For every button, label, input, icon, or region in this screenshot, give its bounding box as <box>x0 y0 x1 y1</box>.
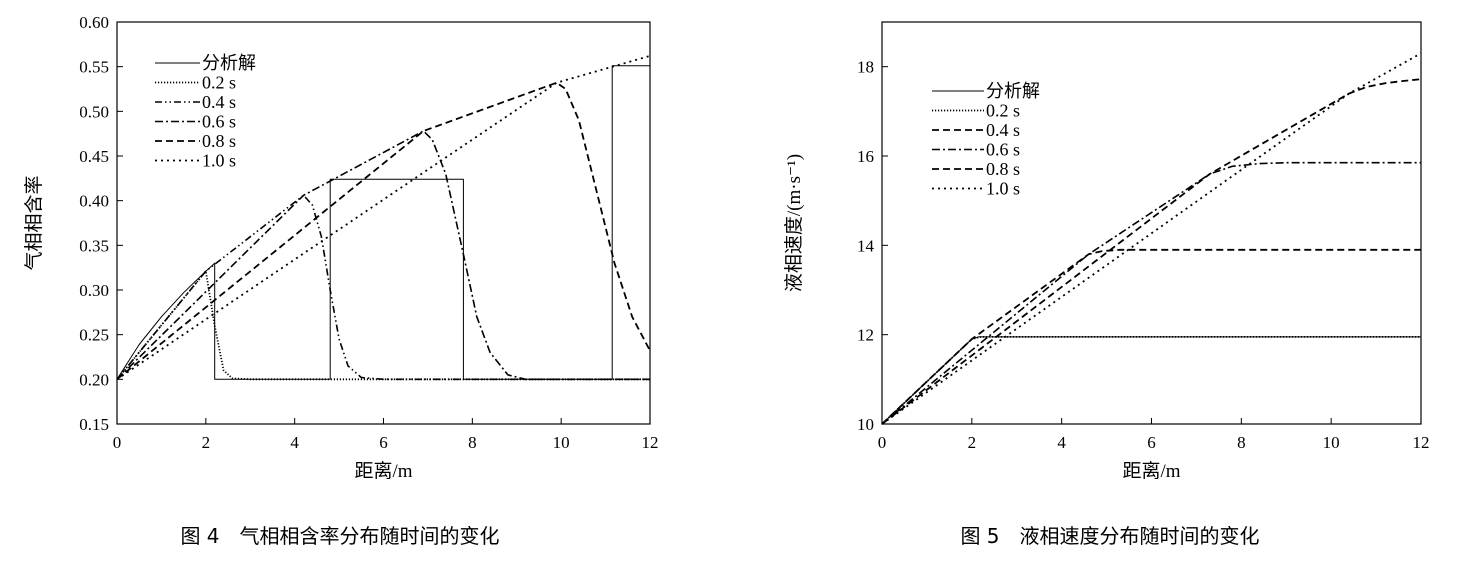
series-line-4 <box>116 81 651 380</box>
x-tick-label: 10 <box>553 433 570 452</box>
legend-label: 0.2 s <box>986 101 1020 121</box>
series-line-1 <box>881 335 1421 425</box>
legend-label: 1.0 s <box>202 151 236 171</box>
y-tick-label: 0.40 <box>79 192 109 211</box>
x-tick-label: 8 <box>468 433 477 452</box>
series-line-1 <box>116 270 650 381</box>
x-tick-label: 4 <box>1057 433 1066 452</box>
legend-label: 0.4 s <box>202 92 236 112</box>
x-tick-label: 2 <box>968 433 977 452</box>
series-line-0 <box>116 65 650 380</box>
y-tick-label: 0.50 <box>79 102 109 121</box>
y-tick-label: 0.60 <box>79 13 109 32</box>
x-tick-label: 6 <box>1147 433 1156 452</box>
y-axis-label: 液相速度/(m·s⁻¹) <box>783 154 805 292</box>
x-axis-label: 距离/m <box>1122 460 1180 482</box>
x-tick-label: 2 <box>202 433 211 452</box>
legend-label: 0.8 s <box>202 131 236 151</box>
legend-label: 分析解 <box>202 53 256 73</box>
y-axis-label: 气相相含率 <box>23 175 45 270</box>
y-tick-label: 0.25 <box>79 326 109 345</box>
y-tick-label: 0.20 <box>79 370 109 389</box>
x-tick-label: 6 <box>379 433 388 452</box>
x-tick-label: 10 <box>1323 433 1340 452</box>
y-tick-label: 0.45 <box>79 147 109 166</box>
legend-label: 0.2 s <box>202 73 236 93</box>
x-tick-label: 0 <box>878 433 887 452</box>
y-tick-label: 0.55 <box>79 58 109 77</box>
series-line-5 <box>881 52 1422 425</box>
x-tick-label: 4 <box>290 433 299 452</box>
y-tick-label: 0.15 <box>79 415 109 434</box>
legend-label: 1.0 s <box>986 179 1020 199</box>
legend-label: 分析解 <box>986 81 1040 101</box>
series-line-0 <box>881 336 1421 425</box>
legend-label: 0.8 s <box>986 159 1020 179</box>
plot-frame <box>881 21 1422 425</box>
x-tick-label: 8 <box>1237 433 1246 452</box>
series-line-4 <box>881 78 1422 425</box>
x-axis-label: 距离/m <box>354 460 412 482</box>
y-tick-label: 0.30 <box>79 281 109 300</box>
series-line-2 <box>116 194 650 381</box>
legend-label: 0.6 s <box>202 112 236 132</box>
figure-caption: 图 4 气相相含率分布随时间的变化 <box>180 524 499 548</box>
chart-panel-1: 0 2 4 6 8 10 12 0.15 0.20 0.25 0.30 0.35 0.40 0.45 0.5… <box>23 13 659 548</box>
series-line-5 <box>116 55 651 381</box>
series-line-2 <box>881 248 1421 425</box>
plot-frame <box>116 21 651 425</box>
series-line-3 <box>116 130 650 381</box>
y-tick-label: 10 <box>857 415 874 434</box>
figure-caption: 图 5 液相速度分布随时间的变化 <box>960 524 1259 548</box>
legend-label: 0.6 s <box>986 140 1020 160</box>
y-tick-label: 12 <box>857 326 874 345</box>
x-tick-label: 0 <box>113 433 122 452</box>
x-tick-label: 12 <box>642 433 659 452</box>
y-tick-label: 16 <box>857 147 874 166</box>
legend-label: 0.4 s <box>986 120 1020 140</box>
y-tick-label: 0.35 <box>79 236 109 255</box>
y-tick-label: 18 <box>857 58 874 77</box>
x-tick-label: 12 <box>1413 433 1430 452</box>
chart-panel-2: 0 2 4 6 8 10 121012141618距离/m液相速度/(m·s⁻¹)分析解0.… <box>783 21 1430 548</box>
y-tick-label: 14 <box>857 236 875 255</box>
series-line-3 <box>881 161 1421 425</box>
